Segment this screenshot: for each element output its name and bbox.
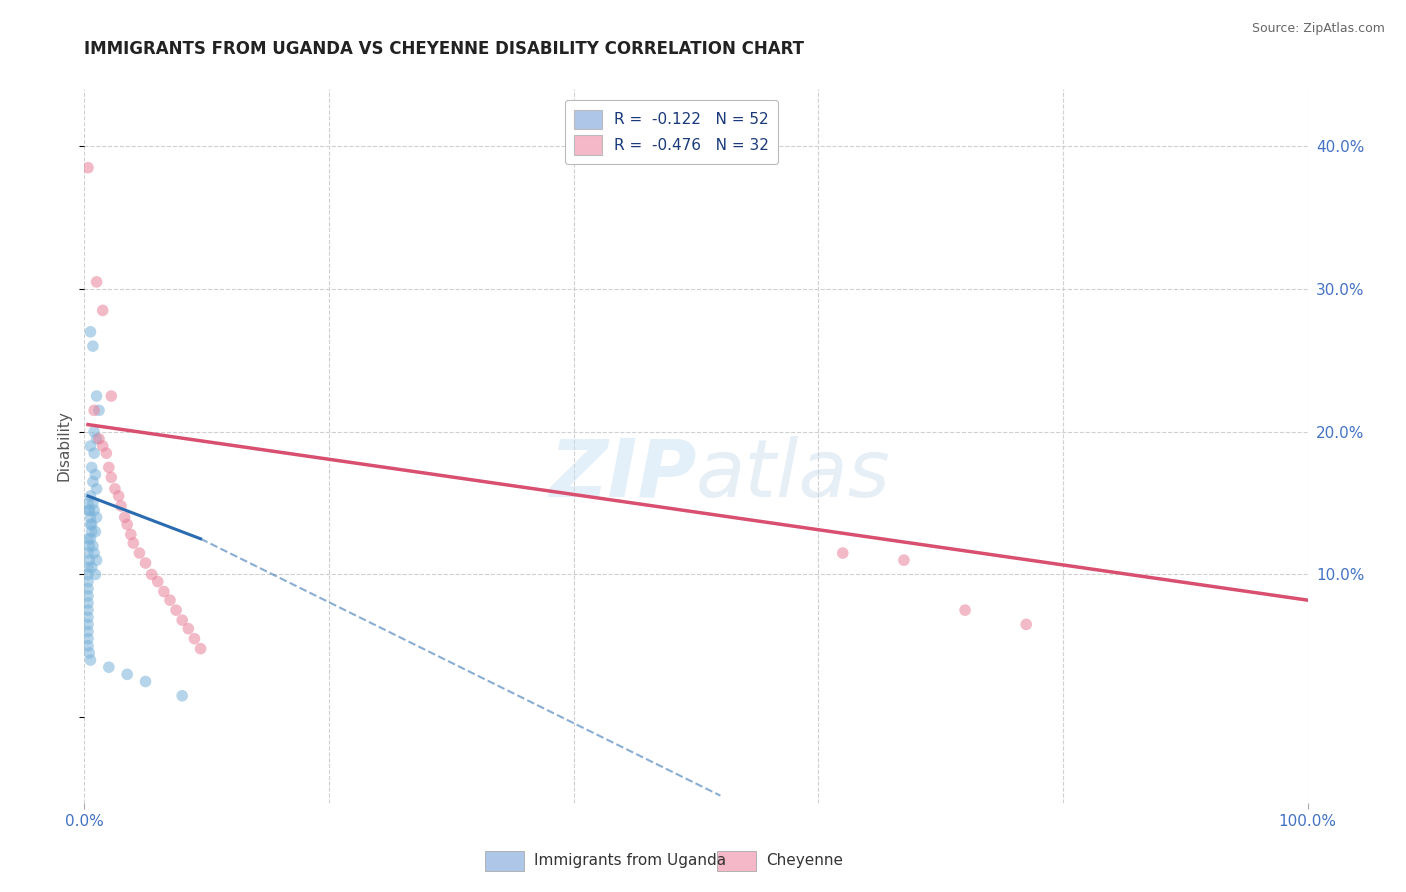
Text: Source: ZipAtlas.com: Source: ZipAtlas.com <box>1251 22 1385 36</box>
Point <box>153 584 176 599</box>
Point <box>146 574 169 589</box>
Point <box>80 560 103 574</box>
Point <box>83 446 105 460</box>
Point <box>91 439 114 453</box>
Point <box>77 646 100 660</box>
Point <box>122 536 145 550</box>
Point <box>172 689 194 703</box>
Point <box>77 603 100 617</box>
Point <box>77 546 100 560</box>
Point <box>77 610 100 624</box>
Point <box>172 613 194 627</box>
Point <box>82 539 104 553</box>
Point <box>82 496 104 510</box>
Point <box>77 503 100 517</box>
Point <box>80 517 103 532</box>
Point <box>107 489 129 503</box>
Point <box>77 496 100 510</box>
Point <box>128 546 150 560</box>
Point <box>77 617 100 632</box>
Point <box>79 653 101 667</box>
Point <box>1015 617 1038 632</box>
Point <box>115 517 138 532</box>
Point <box>87 432 110 446</box>
Point <box>82 339 104 353</box>
Point <box>77 624 100 639</box>
Point <box>91 303 114 318</box>
Point <box>84 467 107 482</box>
Text: ZIP: ZIP <box>548 435 696 514</box>
Point <box>190 641 212 656</box>
Point <box>77 560 100 574</box>
Point <box>86 482 108 496</box>
Point <box>77 632 100 646</box>
Point <box>80 524 103 539</box>
Point <box>104 482 127 496</box>
Point <box>87 403 110 417</box>
Point <box>110 499 132 513</box>
Point <box>79 325 101 339</box>
Text: Immigrants from Uganda: Immigrants from Uganda <box>534 854 727 868</box>
Point <box>141 567 163 582</box>
Point <box>83 503 105 517</box>
Legend: R =  -0.122   N = 52, R =  -0.476   N = 32: R = -0.122 N = 52, R = -0.476 N = 32 <box>565 101 778 164</box>
Point <box>77 589 100 603</box>
Point <box>831 546 853 560</box>
Point <box>115 667 138 681</box>
Point <box>114 510 136 524</box>
Point <box>83 546 105 560</box>
Point <box>79 517 101 532</box>
Point <box>79 510 101 524</box>
Point <box>83 425 105 439</box>
Point <box>77 553 100 567</box>
Point <box>165 603 187 617</box>
Point <box>97 460 120 475</box>
Point <box>84 524 107 539</box>
Y-axis label: Disability: Disability <box>56 410 72 482</box>
Point <box>77 639 100 653</box>
Point <box>183 632 205 646</box>
Point <box>77 532 100 546</box>
Point <box>135 674 157 689</box>
Point <box>135 556 157 570</box>
Point <box>100 389 122 403</box>
Text: Cheyenne: Cheyenne <box>766 854 844 868</box>
Point <box>177 622 200 636</box>
Point <box>893 553 915 567</box>
Point <box>120 527 142 541</box>
Point <box>84 567 107 582</box>
Point <box>77 503 100 517</box>
Point <box>96 446 118 460</box>
Point <box>77 582 100 596</box>
Point <box>86 432 108 446</box>
Point <box>86 510 108 524</box>
Point <box>79 532 101 546</box>
Point <box>82 475 104 489</box>
Point <box>77 161 100 175</box>
Point <box>86 389 108 403</box>
Point <box>159 593 181 607</box>
Point <box>77 539 100 553</box>
Point <box>80 460 103 475</box>
Point <box>79 489 101 503</box>
Text: atlas: atlas <box>696 435 891 514</box>
Point <box>86 275 108 289</box>
Point <box>97 660 120 674</box>
Point <box>77 567 100 582</box>
Point <box>77 574 100 589</box>
Point <box>79 439 101 453</box>
Point <box>100 470 122 484</box>
Text: IMMIGRANTS FROM UGANDA VS CHEYENNE DISABILITY CORRELATION CHART: IMMIGRANTS FROM UGANDA VS CHEYENNE DISAB… <box>84 40 804 58</box>
Point <box>953 603 976 617</box>
Point <box>86 553 108 567</box>
Point <box>83 403 105 417</box>
Point <box>77 596 100 610</box>
